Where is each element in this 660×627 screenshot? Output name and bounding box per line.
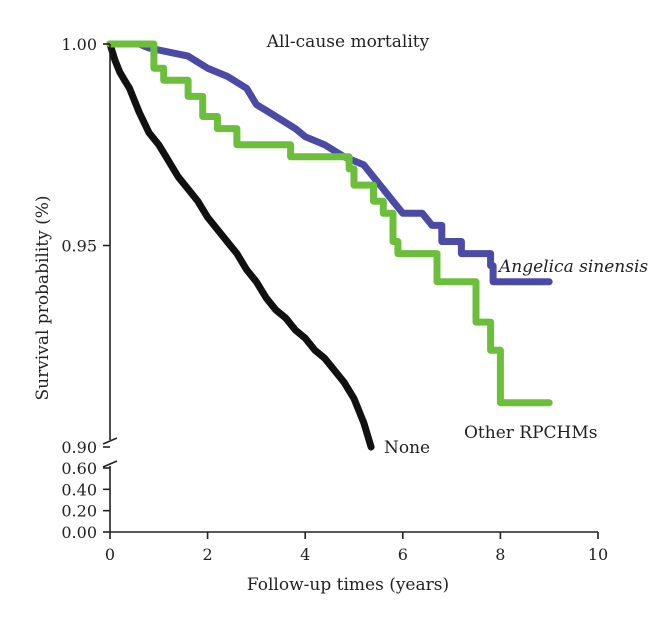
- chart-title: All-cause mortality: [266, 32, 430, 52]
- x-tick-label: 2: [203, 545, 213, 564]
- series-line-none: [106, 40, 375, 451]
- x-tick-label: 8: [495, 545, 505, 564]
- series-label: Angelica sinensis: [497, 257, 648, 277]
- series-core-none: [108, 43, 373, 448]
- y-tick-label: 0.60: [61, 459, 97, 478]
- y-tick-label: 1.00: [61, 35, 97, 54]
- y-tick-label: 0.90: [61, 438, 97, 457]
- y-axis-title: Survival probability (%): [33, 195, 53, 400]
- y-tick-label: 0.20: [61, 502, 97, 521]
- x-tick-label: 6: [398, 545, 408, 564]
- axis-break-mark: [102, 437, 118, 468]
- x-tick-label: 4: [300, 545, 310, 564]
- x-tick-label: 0: [105, 545, 115, 564]
- series-core-angelica-sinensis: [110, 42, 550, 283]
- y-tick-label: 0.00: [61, 523, 97, 542]
- y-tick-label: 0.40: [61, 480, 97, 499]
- series-line-other-rpchms: [106, 40, 553, 407]
- series-layer: [106, 40, 553, 451]
- x-ticks: 0 2 4 6 8 10: [105, 532, 608, 564]
- series-label: Other RPCHMs: [464, 423, 598, 443]
- series-labels: None Angelica sinensis Other RPCHMs: [384, 257, 648, 458]
- series-core-other-rpchms: [110, 42, 550, 404]
- x-tick-label: 10: [588, 545, 608, 564]
- y-ticks: 1.00 0.95 0.90 0.60 0.40 0.20 0.00: [61, 35, 110, 542]
- x-axis-title: Follow-up times (years): [247, 575, 449, 595]
- y-tick-label: 0.95: [61, 237, 97, 256]
- series-label: None: [384, 438, 430, 458]
